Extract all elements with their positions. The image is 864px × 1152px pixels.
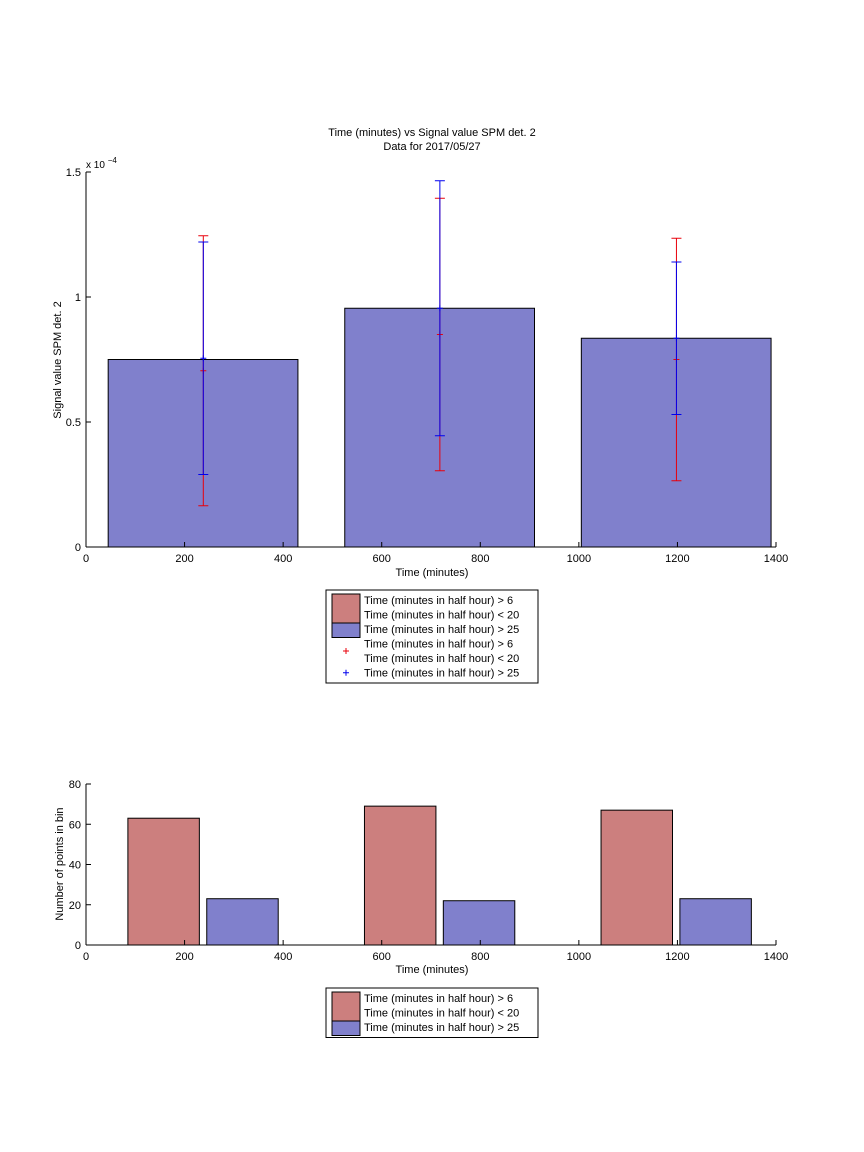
- signal-chart: Time (minutes) vs Signal value SPM det. …: [52, 127, 789, 684]
- legend: Time (minutes in half hour) > 6 Time (min…: [325, 987, 539, 1038]
- legend-label: Time (minutes in half hour) > 6: [364, 595, 513, 607]
- bar: [127, 817, 200, 946]
- x-tick-label: 600: [373, 553, 391, 565]
- x-tick-label: 1200: [665, 951, 689, 963]
- legend-label: Time (minutes in half hour) < 20: [364, 653, 519, 665]
- y-tick-label: 0: [75, 542, 81, 554]
- legend-label: Time (minutes in half hour) > 6: [364, 639, 513, 651]
- bar: [363, 805, 437, 946]
- legend-swatch: [331, 1020, 361, 1036]
- legend-label: Time (minutes in half hour) < 20: [364, 1008, 519, 1020]
- x-tick-label: 1200: [665, 553, 689, 565]
- x-tick-label: 800: [471, 553, 489, 565]
- x-tick-label: 400: [274, 951, 292, 963]
- legend-box: [325, 987, 539, 1038]
- y-tick-label: 0: [75, 940, 81, 952]
- y-tick-label: 80: [69, 779, 81, 791]
- axes-layer: 0 200 400 600 800 1000 1200 1400 0 0.5 1 1.5: [66, 167, 789, 565]
- bar: [600, 809, 673, 946]
- axes-layer: 0 200 400 600 800 1000 1200 1400 0 20 40 60 80: [69, 779, 788, 963]
- y-axis-label: Number of points in bin: [54, 807, 66, 920]
- legend-label: Time (minutes in half hour) > 25: [364, 624, 519, 636]
- count-chart: 0 200 400 600 800 1000 1200 1400 0 20 40 60 80 Time …: [54, 779, 788, 1038]
- bar: [679, 898, 752, 946]
- x-tick-label: 800: [471, 951, 489, 963]
- y-exponent-base: x 10: [86, 160, 105, 171]
- x-tick-label: 200: [175, 553, 193, 565]
- y-tick-label: 60: [69, 819, 81, 831]
- x-tick-label: 0: [83, 553, 89, 565]
- chart-title: Time (minutes) vs Signal value SPM det. …: [328, 127, 535, 139]
- legend-label: Time (minutes in half hour) < 20: [364, 610, 519, 622]
- y-tick-label: 40: [69, 860, 81, 872]
- x-axis-label: Time (minutes): [396, 567, 469, 579]
- x-tick-label: 400: [274, 553, 292, 565]
- legend-label: Time (minutes in half hour) > 25: [364, 1022, 519, 1034]
- x-axis-label: Time (minutes): [396, 964, 469, 976]
- legend-swatch: [331, 622, 361, 638]
- x-tick-label: 1400: [764, 553, 788, 565]
- bar: [442, 900, 516, 946]
- legend-label: Time (minutes in half hour) > 6: [364, 993, 513, 1005]
- x-tick-label: 600: [373, 951, 391, 963]
- chart-subtitle: Data for 2017/05/27: [383, 141, 480, 153]
- x-tick-label: 0: [83, 951, 89, 963]
- x-tick-label: 200: [175, 951, 193, 963]
- bar: [206, 898, 279, 946]
- y-tick-label: 0.5: [66, 417, 81, 429]
- legend-label: Time (minutes in half hour) > 25: [364, 668, 519, 680]
- legend-box: [325, 589, 539, 684]
- legend: Time (minutes in half hour) > 6 Time (min…: [325, 589, 539, 684]
- x-tick-label: 1400: [764, 951, 788, 963]
- bars-layer: [127, 805, 752, 946]
- error-bars-layer: [198, 180, 682, 507]
- legend-swatch: [331, 593, 361, 624]
- y-tick-label: 20: [69, 900, 81, 912]
- y-tick-label: 1: [75, 292, 81, 304]
- x-tick-label: 1000: [567, 553, 591, 565]
- x-tick-label: 1000: [567, 951, 591, 963]
- y-tick-label: 1.5: [66, 167, 81, 179]
- y-axis-label: Signal value SPM det. 2: [52, 301, 64, 418]
- legend-swatch: [331, 991, 361, 1022]
- y-exponent-label: x 10 −4: [86, 156, 117, 171]
- y-exponent-power: −4: [108, 156, 118, 165]
